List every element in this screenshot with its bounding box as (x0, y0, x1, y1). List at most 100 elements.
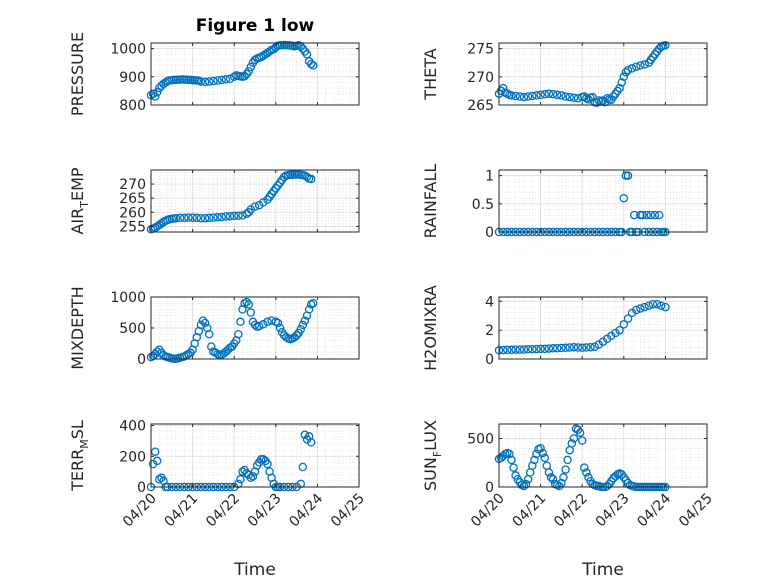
data-point (519, 92, 529, 102)
data-point (259, 51, 268, 60)
axes-box (498, 296, 708, 360)
x-tick-label: 04/22 (551, 491, 591, 531)
y-tick-label: 0 (485, 225, 494, 241)
data-point (221, 75, 231, 84)
data-point (188, 213, 197, 222)
data-point (656, 301, 666, 310)
data-point (567, 439, 577, 448)
data-point (559, 473, 568, 482)
x-tick-label: 04/21 (510, 491, 550, 531)
x-tick-label: 04/21 (162, 491, 202, 531)
data-point (275, 323, 285, 333)
data-point (519, 481, 529, 491)
data-point (638, 210, 647, 220)
data-point (304, 305, 314, 314)
data-point (532, 91, 541, 100)
data-point (540, 90, 550, 99)
data-point (302, 172, 312, 182)
series-pressure (146, 40, 318, 101)
data-point (261, 50, 270, 59)
data-point (273, 318, 283, 328)
y-tick-label: 270 (119, 177, 146, 193)
data-point (577, 343, 587, 353)
y-tick-label: 255 (119, 219, 146, 235)
data-point (155, 220, 164, 230)
data-point (246, 62, 256, 72)
data-point (263, 459, 272, 469)
data-point (590, 342, 599, 351)
panel-mixdepth: 0 500 1000 MIXDEPTH (68, 286, 360, 370)
data-point (648, 299, 658, 309)
data-point (586, 342, 595, 352)
data-point (507, 455, 516, 465)
x-tick-label: 04/20 (120, 491, 160, 531)
data-point (642, 210, 651, 220)
plot-area (151, 424, 359, 487)
data-point (244, 300, 254, 309)
data-point (200, 77, 210, 87)
data-point (569, 93, 579, 102)
data-point (621, 68, 631, 77)
y-axis-label: THETA (421, 48, 440, 100)
series-theta (494, 41, 670, 107)
data-point (246, 308, 256, 317)
data-point (515, 92, 525, 101)
y-tick-label: 275 (467, 42, 494, 58)
y-tick-label: 500 (119, 321, 146, 337)
data-point (619, 193, 629, 203)
axes-box (498, 423, 708, 488)
data-point (623, 314, 633, 323)
data-point (540, 453, 550, 463)
data-point (217, 75, 226, 85)
data-point (557, 343, 566, 353)
x-tick-label: 04/23 (593, 491, 633, 531)
data-point (213, 76, 222, 85)
axes-box (150, 423, 360, 488)
data-point (503, 345, 512, 355)
data-point (573, 343, 583, 352)
data-point (209, 76, 218, 86)
data-point (171, 213, 181, 223)
data-point (505, 449, 514, 459)
data-point (644, 301, 654, 310)
data-point (200, 213, 210, 223)
data-point (184, 213, 193, 222)
data-point (598, 337, 608, 346)
data-point (244, 66, 254, 76)
data-point (552, 90, 562, 100)
data-point (157, 219, 166, 228)
data-point (519, 345, 529, 354)
y-tick-label: 265 (467, 98, 494, 114)
data-point (540, 344, 550, 354)
data-point (225, 74, 235, 84)
data-point (546, 473, 556, 482)
data-point (629, 210, 639, 220)
data-point (234, 329, 243, 339)
data-point (298, 320, 308, 330)
data-point (632, 305, 641, 315)
y-tick-label: 270 (467, 70, 494, 86)
x-tick-label: 04/25 (328, 491, 368, 531)
data-point (306, 438, 316, 447)
x-tick-label: 04/20 (468, 491, 508, 531)
y-tick-label: 1000 (110, 290, 146, 306)
data-point (511, 345, 520, 354)
data-point (617, 78, 626, 87)
data-point (582, 343, 591, 352)
x-axis-label: Time (581, 560, 624, 580)
data-point (507, 91, 516, 100)
series-h2omixra (494, 299, 670, 355)
data-point (523, 345, 533, 354)
data-point (300, 430, 310, 440)
data-point (229, 72, 239, 82)
data-point (538, 448, 547, 458)
data-point (536, 443, 545, 453)
data-point (532, 344, 541, 354)
data-point (225, 211, 235, 221)
y-axis-label: MIXDEPTH (68, 286, 87, 369)
y-tick-label: 200 (119, 449, 146, 465)
data-point (259, 455, 268, 464)
data-point (300, 316, 310, 325)
x-tick-label: 04/23 (245, 491, 285, 531)
x-tick-label: 04/24 (286, 490, 326, 530)
